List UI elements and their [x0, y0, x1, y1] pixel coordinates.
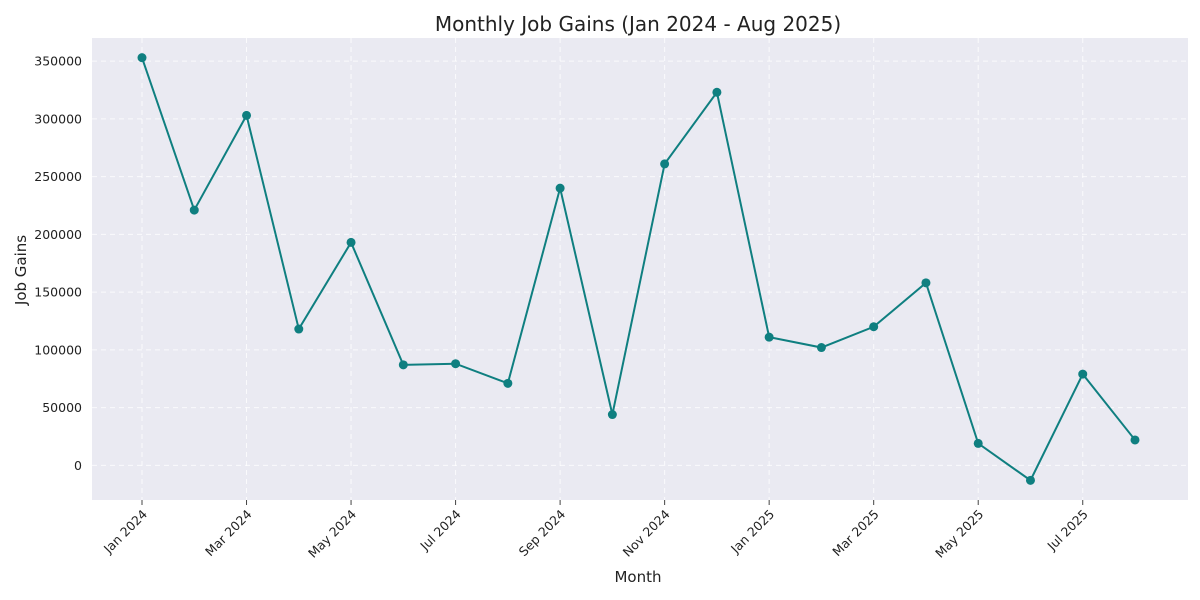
y-tick-label: 350000: [34, 54, 82, 69]
y-tick-label: 100000: [34, 342, 82, 357]
x-tick-label: May 2024: [305, 506, 359, 560]
data-point: [973, 438, 983, 448]
data-point: [398, 360, 408, 370]
x-axis-label: Month: [614, 568, 661, 586]
data-point: [189, 205, 199, 215]
data-point: [1078, 369, 1088, 379]
x-tick-label: Mar 2024: [202, 506, 255, 559]
grid-layer: [92, 38, 1188, 500]
y-tick-label: 0: [74, 458, 82, 473]
data-point: [660, 159, 670, 169]
y-tick-label: 250000: [34, 169, 82, 184]
y-tick-label: 200000: [34, 227, 82, 242]
plot-area: [92, 38, 1188, 500]
data-point: [816, 343, 826, 353]
x-tick-label: Nov 2024: [620, 506, 673, 559]
x-tick-label: Jul 2024: [416, 506, 463, 553]
data-point: [451, 359, 461, 369]
data-point: [137, 53, 147, 63]
data-point: [869, 322, 879, 332]
data-point: [503, 378, 513, 388]
data-point: [712, 87, 722, 97]
data-point: [1130, 435, 1140, 445]
chart-title: Monthly Job Gains (Jan 2024 - Aug 2025): [435, 12, 841, 36]
series-line: [141, 57, 1136, 482]
data-point: [555, 183, 565, 193]
data-point: [346, 237, 356, 247]
y-tick-label: 150000: [34, 285, 82, 300]
data-point: [1025, 475, 1035, 485]
x-tick-label: Mar 2025: [829, 507, 882, 560]
x-tick-label: Jan 2024: [100, 506, 150, 556]
data-point: [921, 278, 931, 288]
x-tick-label: Sep 2024: [516, 506, 569, 559]
x-tick-label: Jan 2025: [727, 507, 777, 557]
x-tick-label: May 2025: [932, 507, 986, 561]
data-point: [607, 410, 617, 420]
x-tick-label: Jul 2025: [1044, 507, 1091, 554]
y-tick-label: 300000: [34, 111, 82, 126]
series-layer: [137, 53, 1140, 485]
y-tick-label: 50000: [42, 400, 82, 415]
y-axis-label: Job Gains: [12, 235, 30, 306]
data-point: [242, 110, 252, 120]
data-point: [764, 332, 774, 342]
data-point: [294, 324, 304, 334]
